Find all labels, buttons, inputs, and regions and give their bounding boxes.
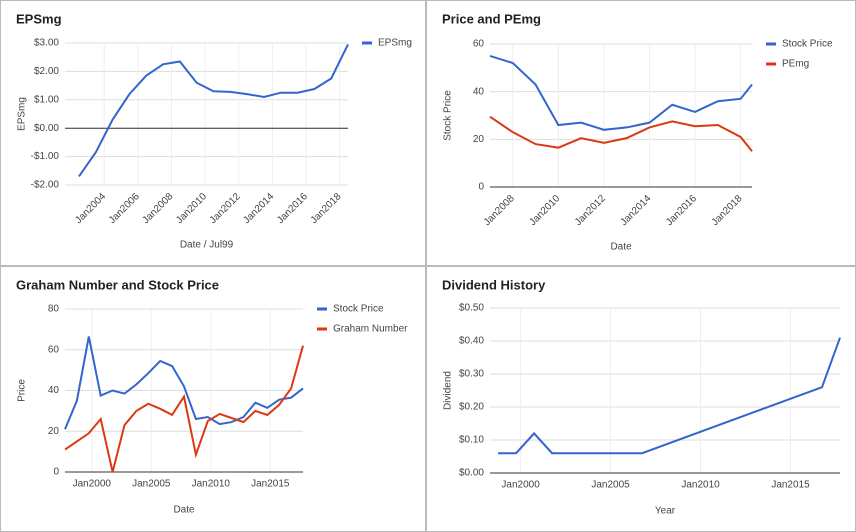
x-tick-label: Jan2015 <box>251 479 290 490</box>
x-tick-label: Jan2018 <box>710 193 745 228</box>
y-tick-label: -$2.00 <box>31 180 60 191</box>
x-tick-label: Jan2014 <box>241 191 276 226</box>
series-line <box>489 54 753 131</box>
x-tick-label: Jan2004 <box>73 191 108 226</box>
x-tick-label: Jan2010 <box>192 479 231 490</box>
x-tick-label: Jan2006 <box>107 191 142 226</box>
series-line <box>489 115 753 152</box>
x-tick-label: Jan2012 <box>573 193 608 228</box>
x-tick-label: Jan2000 <box>501 480 540 491</box>
legend-label: PEmg <box>782 59 809 70</box>
series-line <box>498 337 841 455</box>
legend-label: Stock Price <box>782 39 833 50</box>
legend-label: EPSmg <box>378 38 412 49</box>
x-tick-label: Jan2018 <box>309 191 344 226</box>
y-tick-label: 0 <box>478 182 484 193</box>
y-axis-label: EPSmg <box>17 97 28 131</box>
y-tick-label: 0 <box>53 467 59 478</box>
legend-label: Graham Number <box>333 324 408 335</box>
chart-title: Price and PEmg <box>442 11 541 26</box>
x-tick-label: Jan2014 <box>619 193 654 228</box>
x-axis-label: Date / Jul99 <box>180 240 234 251</box>
y-tick-label: $0.30 <box>459 369 484 380</box>
chart-title: EPSmg <box>16 11 62 26</box>
series-line <box>64 345 304 473</box>
y-tick-label: $0.00 <box>34 123 59 134</box>
x-tick-label: Jan2010 <box>174 191 209 226</box>
chart-title: Graham Number and Stock Price <box>16 277 219 292</box>
x-tick-label: Jan2005 <box>132 479 171 490</box>
x-tick-label: Jan2010 <box>681 480 720 491</box>
x-tick-label: Jan2015 <box>771 480 810 491</box>
x-tick-label: Jan2016 <box>275 191 310 226</box>
y-tick-label: $2.00 <box>34 66 59 77</box>
y-axis-label: Stock Price <box>443 90 454 141</box>
y-tick-label: $0.40 <box>459 336 484 347</box>
chart-title: Dividend History <box>442 277 546 292</box>
y-tick-label: $1.00 <box>34 94 59 105</box>
x-tick-label: Jan2016 <box>664 193 699 228</box>
x-tick-label: Jan2012 <box>208 191 243 226</box>
x-tick-label: Jan2008 <box>141 191 176 226</box>
x-axis-label: Year <box>655 506 676 517</box>
y-tick-label: 40 <box>48 385 60 396</box>
y-tick-label: $0.00 <box>459 468 484 479</box>
y-tick-label: 20 <box>48 426 60 437</box>
x-tick-label: Jan2000 <box>73 479 112 490</box>
y-tick-label: $0.20 <box>459 402 484 413</box>
y-tick-label: $3.00 <box>34 38 59 49</box>
y-tick-label: 60 <box>48 344 60 355</box>
legend-label: Stock Price <box>333 304 384 315</box>
y-tick-label: $0.10 <box>459 435 484 446</box>
series-line <box>78 43 349 178</box>
x-axis-label: Date <box>173 505 195 516</box>
y-tick-label: 20 <box>473 134 485 145</box>
x-tick-label: Jan2010 <box>527 193 562 228</box>
y-tick-label: 60 <box>473 39 485 50</box>
y-tick-label: $0.50 <box>459 303 484 314</box>
y-axis-label: Dividend <box>443 371 454 410</box>
y-tick-label: -$1.00 <box>31 151 60 162</box>
x-axis-label: Date <box>610 242 632 253</box>
series-line <box>64 336 304 430</box>
y-axis-label: Price <box>17 379 28 402</box>
x-tick-label: Jan2008 <box>482 193 517 228</box>
y-tick-label: 80 <box>48 304 60 315</box>
panel <box>0 0 426 266</box>
y-tick-label: 40 <box>473 86 485 97</box>
x-tick-label: Jan2005 <box>591 480 630 491</box>
